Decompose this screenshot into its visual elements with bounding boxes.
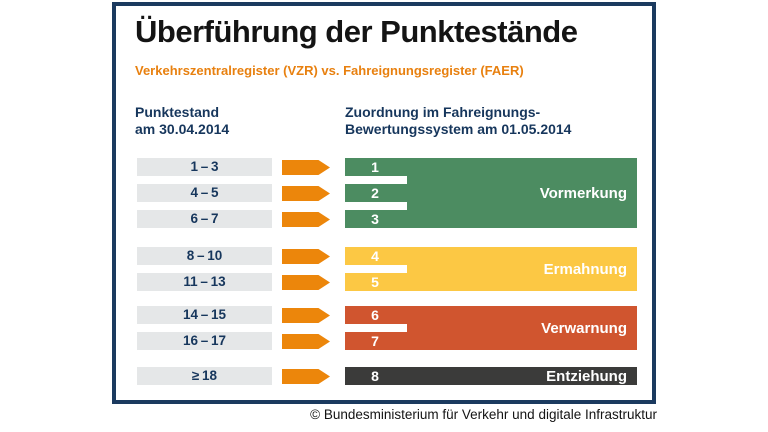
mapping-group: 14 – 15 16 – 17 6 7 Verwarnung <box>137 306 637 350</box>
right-column-header-line2: Bewertungssystem am 01.05.2014 <box>345 120 572 137</box>
faer-points-number: 4 <box>371 248 379 264</box>
mapping-group: ≥ 18 8 Entziehung <box>137 367 637 385</box>
points-range-box: 6 – 7 <box>137 210 272 228</box>
points-range-box: ≥ 18 <box>137 367 272 385</box>
arrow-right-icon <box>282 308 330 323</box>
arrow-right-icon <box>282 275 330 290</box>
mapping-group: 8 – 10 11 – 13 4 5 Ermahnung <box>137 247 637 291</box>
category-label: Verwarnung <box>541 319 627 337</box>
faer-points-number: 6 <box>371 307 379 323</box>
subtitle: Verkehrszentralregister (VZR) vs. Fahrei… <box>135 63 524 78</box>
faer-points-number: 7 <box>371 333 379 349</box>
arrow-right-icon <box>282 369 330 384</box>
faer-points-number: 2 <box>371 185 379 201</box>
row-separator <box>345 265 407 273</box>
left-column-header-line2: am 30.04.2014 <box>135 120 230 137</box>
arrow-right-icon <box>282 160 330 175</box>
page-title: Überführung der Punktestände <box>135 14 578 49</box>
copyright-notice: © Bundesministerium für Verkehr und digi… <box>310 407 657 422</box>
left-column-header: Punktestand am 30.04.2014 <box>135 104 229 137</box>
right-column-header-line1: Zuordnung im Fahreignungs- <box>345 104 541 120</box>
arrow-right-icon <box>282 249 330 264</box>
row-separator <box>345 176 407 184</box>
category-block: 4 5 Ermahnung <box>345 247 637 291</box>
mapping-groups: 1 – 3 4 – 5 6 – 7 1 2 3 Vormerkung 8 – 10 11 – 1… <box>116 6 652 400</box>
category-label: Vormerkung <box>539 184 627 202</box>
category-block: 8 Entziehung <box>345 367 637 385</box>
arrow-right-icon <box>282 186 330 201</box>
category-block: 6 7 Verwarnung <box>345 306 637 350</box>
left-column-header-line1: Punktestand <box>135 104 220 120</box>
row-separator <box>345 324 407 332</box>
faer-points-number: 3 <box>371 211 379 227</box>
row-separator <box>345 202 407 210</box>
category-label: Ermahnung <box>543 260 627 278</box>
arrow-right-icon <box>282 212 330 227</box>
points-range-box: 4 – 5 <box>137 184 272 202</box>
points-range-box: 8 – 10 <box>137 247 272 265</box>
points-range-box: 14 – 15 <box>137 306 272 324</box>
mapping-group: 1 – 3 4 – 5 6 – 7 1 2 3 Vormerkung <box>137 158 637 228</box>
points-range-box: 16 – 17 <box>137 332 272 350</box>
faer-points-number: 1 <box>371 159 379 175</box>
content-box: Überführung der Punktestände Verkehrszen… <box>112 2 656 404</box>
category-label: Entziehung <box>546 367 627 385</box>
right-column-header: Zuordnung im Fahreignungs- Bewertungssys… <box>345 104 571 137</box>
points-range-box: 1 – 3 <box>137 158 272 176</box>
points-range-box: 11 – 13 <box>137 273 272 291</box>
faer-points-number: 8 <box>371 368 379 384</box>
category-block: 1 2 3 Vormerkung <box>345 158 637 228</box>
arrow-right-icon <box>282 334 330 349</box>
faer-points-number: 5 <box>371 274 379 290</box>
